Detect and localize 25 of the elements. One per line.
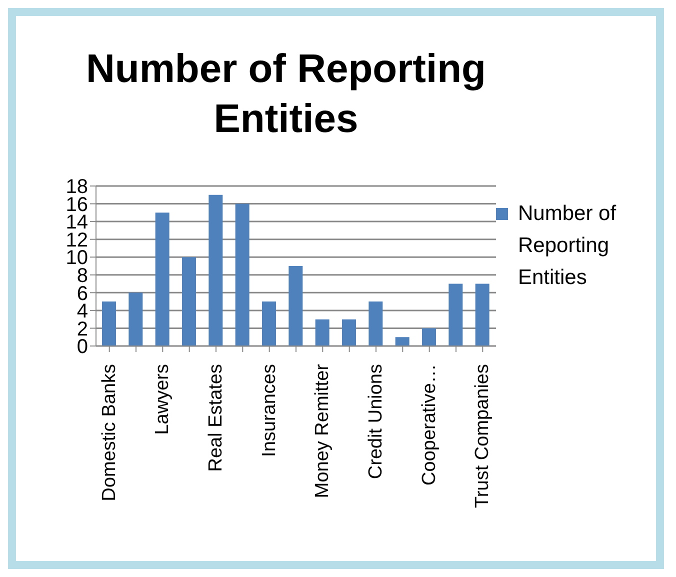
legend-label: Number of Reporting Entities — [518, 201, 618, 291]
bar — [155, 212, 170, 346]
bar — [262, 302, 276, 346]
x-tick-label: Lawyers — [152, 364, 174, 435]
bar — [128, 292, 143, 346]
x-tick-label: Trust Companies — [472, 364, 494, 508]
bar — [448, 284, 463, 346]
bar — [368, 302, 383, 346]
x-tick-label: Money Remitter — [312, 363, 334, 498]
x-tick-label: Cooperative… — [418, 364, 440, 486]
x-tick-label: Insurances — [258, 364, 280, 457]
chart-title: Number of Reporting Entities — [85, 46, 487, 143]
bar — [422, 328, 436, 346]
bar — [182, 257, 196, 346]
bar — [315, 319, 330, 346]
x-tick-label: Credit Unions — [366, 364, 386, 480]
bar — [395, 337, 410, 346]
bar — [288, 266, 303, 346]
bar — [475, 284, 490, 346]
bar — [208, 194, 223, 346]
bar — [235, 204, 250, 346]
bar — [342, 319, 356, 346]
x-tick-label: Real Estates — [206, 364, 226, 472]
bar — [102, 302, 116, 346]
x-tick-label: Domestic Banks — [98, 364, 120, 502]
